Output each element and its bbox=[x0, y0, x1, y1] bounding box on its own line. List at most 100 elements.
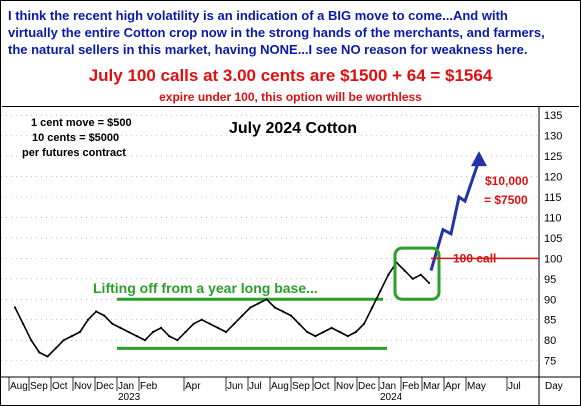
expire-note: expire under 100, this option will be wo… bbox=[159, 90, 422, 104]
commentary-line-2: virtually the entire Cotton crop now in … bbox=[8, 25, 545, 40]
price-point bbox=[111, 322, 114, 325]
base-annotation: Lifting off from a year long base... bbox=[93, 280, 318, 296]
y-tick-label: 110 bbox=[544, 212, 562, 224]
price-point bbox=[354, 330, 357, 334]
price-points bbox=[13, 261, 431, 358]
x-tick-label: Day bbox=[545, 381, 563, 392]
x-tick-label: Mar bbox=[423, 381, 441, 392]
x-tick-label: Apr bbox=[185, 381, 201, 392]
price-point bbox=[160, 326, 163, 329]
y-tick-label: 120 bbox=[544, 172, 562, 184]
info-line-1: 1 cent move = $500 bbox=[31, 117, 132, 129]
y-tick-label: 80 bbox=[544, 335, 556, 347]
price-point bbox=[387, 273, 390, 276]
x-tick-label: May bbox=[467, 381, 486, 392]
calls-price-line: July 100 calls at 3.00 cents are $1500 +… bbox=[88, 66, 493, 85]
y-tick-label: 100 bbox=[544, 253, 562, 265]
x-tick-label: Aug bbox=[271, 381, 289, 392]
target-equiv: = $7500 bbox=[484, 193, 528, 207]
price-point bbox=[225, 330, 228, 334]
price-point bbox=[38, 351, 41, 354]
y-tick-labels: 75 80 85 90 95 100 105 110 115 120 125 130 135 bbox=[544, 110, 562, 367]
commentary-line-1: I think the recent high volatility is an… bbox=[8, 8, 508, 23]
price-point bbox=[176, 339, 179, 342]
price-point bbox=[127, 330, 130, 334]
price-point bbox=[168, 335, 171, 338]
header-panel: I think the recent high volatility is an… bbox=[2, 2, 579, 107]
price-point bbox=[273, 306, 276, 309]
commentary-line-3: the natural sellers in this market, havi… bbox=[8, 42, 528, 57]
year-label: 2023 bbox=[118, 392, 141, 403]
x-tick-label: Jun bbox=[227, 381, 243, 392]
price-point bbox=[322, 330, 325, 334]
price-point bbox=[143, 339, 146, 342]
x-tick-label: Sep bbox=[30, 381, 48, 392]
x-tick-label: Feb bbox=[402, 381, 420, 392]
price-series-line bbox=[14, 261, 430, 358]
x-tick-label: Dec bbox=[96, 381, 114, 392]
x-tick-label: Feb bbox=[140, 381, 158, 392]
price-point bbox=[54, 347, 57, 350]
price-point bbox=[62, 339, 65, 342]
price-point bbox=[289, 314, 293, 317]
price-point bbox=[330, 326, 333, 329]
target-value: $10,000 bbox=[485, 174, 529, 188]
x-tick-label: Jul bbox=[508, 381, 521, 392]
price-point bbox=[208, 322, 211, 325]
x-tick-label: Nov bbox=[336, 381, 354, 392]
y-tick-label: 75 bbox=[544, 356, 556, 368]
price-point bbox=[419, 273, 422, 276]
y-tick-label: 90 bbox=[544, 294, 556, 306]
price-point bbox=[216, 326, 219, 329]
price-point bbox=[338, 330, 341, 334]
chart-title: July 2024 Cotton bbox=[229, 120, 357, 137]
breakout-box bbox=[393, 246, 441, 301]
price-point bbox=[103, 314, 106, 317]
info-line-2: 10 cents = $5000 bbox=[32, 132, 119, 144]
price-point bbox=[241, 314, 244, 317]
year-label: 2024 bbox=[380, 392, 403, 403]
price-point bbox=[200, 318, 203, 321]
price-point bbox=[403, 269, 406, 272]
x-tick-label: Aug bbox=[10, 381, 28, 392]
price-point bbox=[281, 310, 284, 313]
price-point bbox=[192, 322, 195, 325]
price-point bbox=[135, 335, 138, 338]
y-tick-label: 135 bbox=[544, 110, 562, 122]
price-point bbox=[78, 330, 81, 334]
price-point bbox=[46, 355, 49, 358]
x-tick-label: Nov bbox=[74, 381, 92, 392]
y-tick-label: 130 bbox=[544, 131, 562, 143]
price-point bbox=[371, 306, 374, 309]
price-point bbox=[30, 339, 33, 342]
price-point bbox=[22, 322, 25, 325]
price-point bbox=[314, 335, 317, 338]
price-point bbox=[265, 298, 268, 301]
y-tick-label: 105 bbox=[544, 233, 562, 245]
price-point bbox=[346, 335, 349, 338]
price-point bbox=[363, 322, 366, 325]
x-tick-label: Dec bbox=[358, 381, 376, 392]
price-point bbox=[151, 330, 155, 334]
price-point bbox=[379, 290, 382, 293]
y-tick-label: 85 bbox=[544, 315, 556, 327]
x-tick-label: Jul bbox=[249, 381, 262, 392]
projection-arrowhead bbox=[471, 151, 487, 167]
x-tick-label: Jan bbox=[118, 381, 134, 392]
x-tick-label: Jan bbox=[380, 381, 396, 392]
price-point bbox=[184, 330, 187, 334]
info-line-3: per futures contract bbox=[22, 147, 126, 159]
x-tick-label: Sep bbox=[292, 381, 310, 392]
projection-line bbox=[429, 159, 481, 272]
y-tick-label: 95 bbox=[544, 274, 556, 286]
y-tick-label: 125 bbox=[544, 151, 562, 163]
price-point bbox=[249, 306, 252, 309]
x-tick-labels: Aug Sep Oct Nov Dec Jan Feb Apr Jun Jul Aug Sep Oct N… bbox=[8, 377, 563, 403]
price-point bbox=[298, 322, 301, 325]
x-tick-label: Apr bbox=[445, 381, 461, 392]
price-point bbox=[427, 281, 431, 284]
price-point bbox=[70, 335, 73, 338]
price-point bbox=[411, 277, 414, 280]
